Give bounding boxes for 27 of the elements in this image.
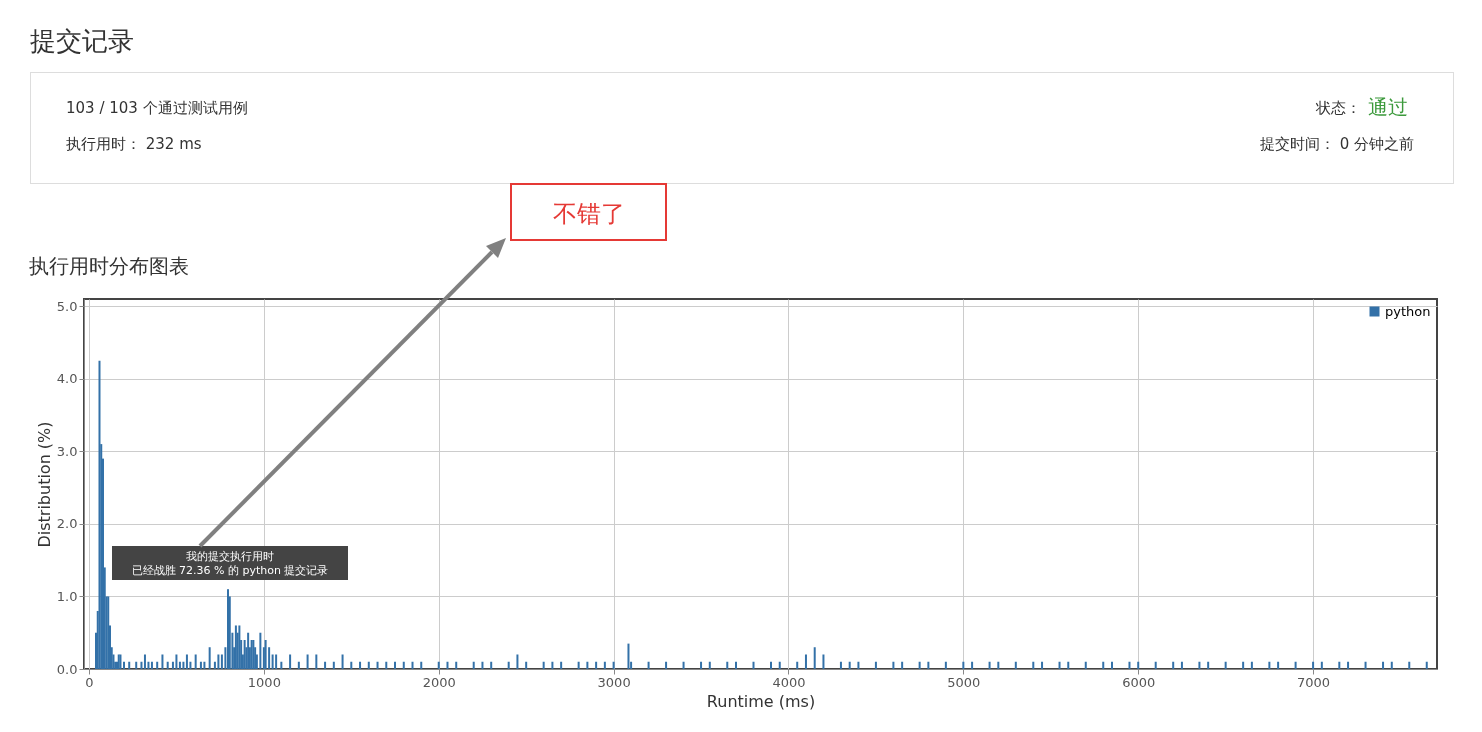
text: 不错了 xyxy=(510,183,667,241)
text: 执行用时： 232 ms xyxy=(66,135,202,154)
x-tick-label: 3000 xyxy=(597,674,631,690)
legend-label: python xyxy=(1385,303,1431,319)
x-tick-label: 2000 xyxy=(422,674,456,690)
text: 状态： xyxy=(1316,99,1361,118)
x-axis-title: Runtime (ms) xyxy=(706,691,816,711)
y-tick-label: 3.0 xyxy=(56,443,78,459)
chart-title: 执行用时分布图表 xyxy=(29,254,190,278)
text: 提交记录 xyxy=(30,25,134,58)
y-tick-label: 1.0 xyxy=(56,588,78,604)
x-tick-label: 7000 xyxy=(1297,674,1331,690)
x-tick-label: 6000 xyxy=(1122,674,1156,690)
x-tick-label: 4000 xyxy=(772,674,806,690)
annotation: 我的提交执行用时 xyxy=(185,549,275,564)
y-axis-title: Distribution (%) xyxy=(34,421,54,548)
text: 103 / 103 个通过测试用例 xyxy=(66,99,248,118)
annotation: 已经战胜 72.36 % 的 python 提交记录 xyxy=(130,563,330,578)
x-tick-label: 5000 xyxy=(947,674,981,690)
y-tick-label: 0.0 xyxy=(56,661,78,677)
y-tick-label: 4.0 xyxy=(56,371,78,387)
y-tick-label: 5.0 xyxy=(56,298,78,314)
text: 通过 xyxy=(1368,94,1408,121)
y-tick-label: 2.0 xyxy=(56,516,78,532)
text: 提交时间： 0 分钟之前 xyxy=(1259,135,1414,154)
x-tick-label: 0 xyxy=(85,674,94,690)
x-tick-label: 1000 xyxy=(247,674,281,690)
